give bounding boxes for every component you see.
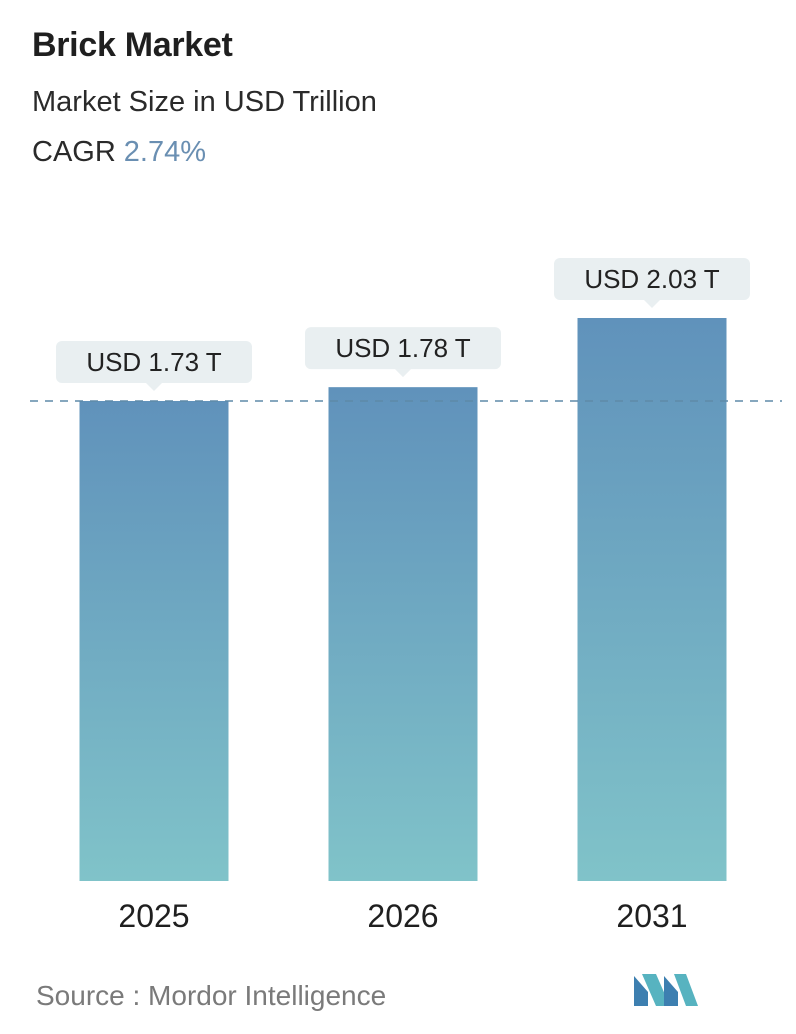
- bars-group: [79, 318, 727, 881]
- value-label-text: USD 2.03 T: [584, 264, 719, 294]
- chart-title: Brick Market: [32, 26, 233, 64]
- bar-2025: [79, 401, 229, 881]
- value-label-2025: USD 1.73 T: [56, 341, 252, 391]
- cagr-label: CAGR: [32, 136, 116, 168]
- value-label-text: USD 1.78 T: [335, 333, 470, 363]
- value-label-text: USD 1.73 T: [86, 347, 221, 377]
- x-tick-2025: 2025: [118, 898, 189, 934]
- bar-2031: [577, 318, 727, 881]
- mordor-intelligence-logo-icon: [634, 974, 698, 1006]
- value-label-2031: USD 2.03 T: [554, 258, 750, 308]
- cagr-value: 2.74%: [123, 136, 207, 168]
- x-tick-2031: 2031: [616, 898, 687, 934]
- source-text: Source : Mordor Intelligence: [36, 980, 387, 1011]
- bar-2026: [328, 387, 478, 881]
- cagr-text: CAGR 2.74%: [32, 136, 206, 169]
- value-label-2026: USD 1.78 T: [305, 327, 501, 378]
- chart-subtitle: Market Size in USD Trillion: [32, 86, 377, 118]
- x-tick-labels-group: 2025 2026 2031: [118, 898, 687, 934]
- x-tick-2026: 2026: [367, 898, 438, 934]
- value-labels-group: USD 1.73 T USD 1.78 T USD 2.03 T: [56, 258, 750, 391]
